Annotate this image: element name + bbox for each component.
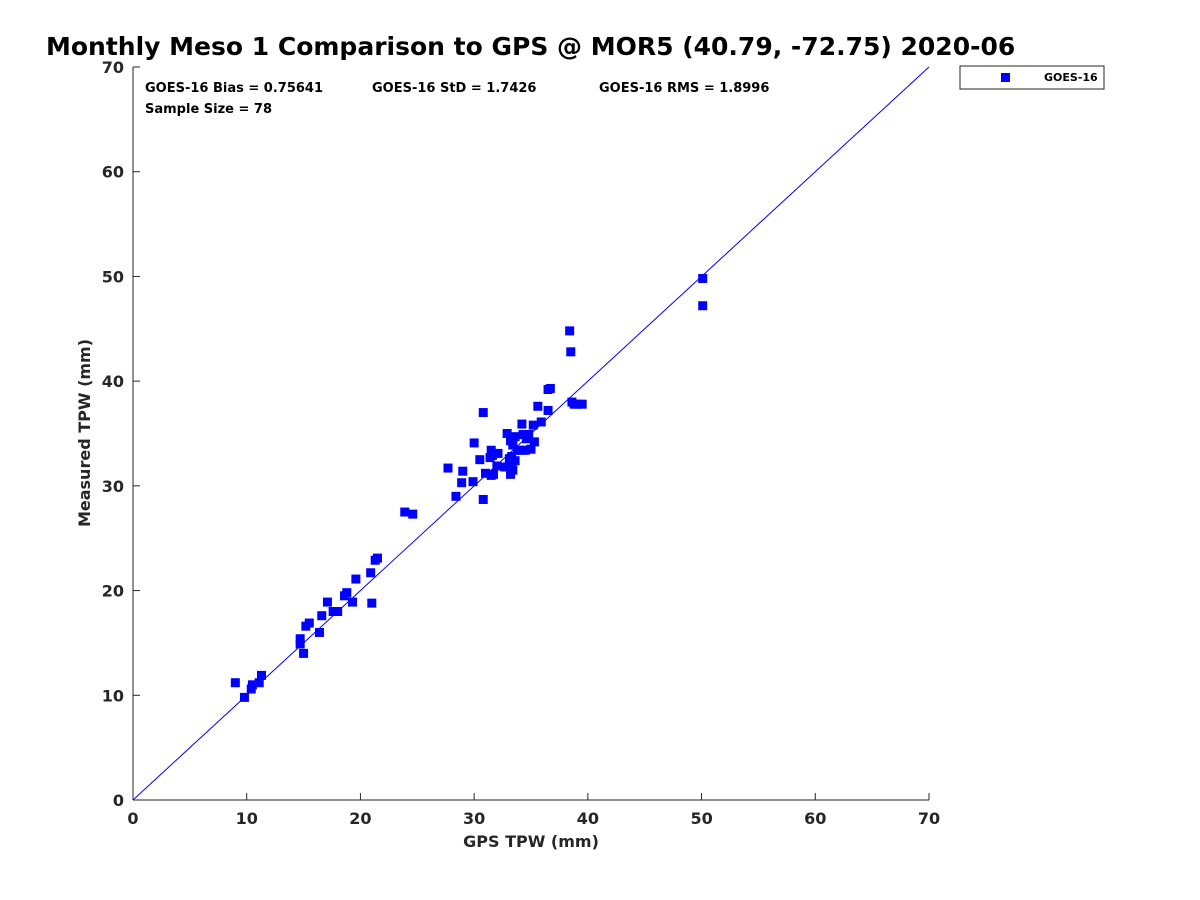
data-point [230, 678, 240, 688]
data-point [524, 430, 534, 440]
y-axis-label: Measured TPW (mm) [75, 339, 94, 527]
data-point [492, 461, 502, 471]
data-point [577, 399, 587, 409]
sample-size-annotation: Sample Size = 78 [145, 102, 272, 117]
data-point [508, 440, 518, 450]
std-annotation: GOES-16 StD = 1.7426 [372, 81, 536, 96]
data-point [487, 450, 497, 460]
x-tick-label: 70 [918, 809, 940, 828]
data-point [351, 574, 361, 584]
x-tick-label: 20 [349, 809, 371, 828]
legend: GOES-16 [959, 65, 1105, 90]
legend-marker-square [1001, 73, 1010, 82]
data-point [543, 405, 553, 415]
y-tick-label: 10 [102, 686, 124, 705]
y-tick-label: 50 [102, 267, 124, 286]
data-point [481, 468, 491, 478]
legend-box [959, 65, 1105, 90]
data-point [443, 463, 453, 473]
data-point [508, 465, 518, 475]
x-tick-label: 40 [577, 809, 599, 828]
data-point [366, 568, 376, 578]
data-point [304, 618, 314, 628]
data-point [517, 419, 527, 429]
data-point [533, 401, 543, 411]
x-tick-label: 0 [127, 809, 138, 828]
data-point [545, 383, 555, 393]
data-point [328, 607, 338, 617]
data-point [493, 448, 503, 458]
data-point [295, 639, 305, 649]
data-point [475, 455, 485, 465]
data-point [510, 432, 520, 442]
x-tick-label: 50 [690, 809, 712, 828]
data-point [457, 478, 467, 488]
data-point [322, 597, 332, 607]
data-point [502, 429, 512, 438]
data-point [698, 274, 708, 284]
data-point [526, 444, 536, 454]
x-tick-label: 10 [236, 809, 258, 828]
y-axis-ticks: 0 10 20 30 40 50 60 70 [102, 58, 140, 810]
data-point [314, 627, 324, 637]
data-point [451, 491, 461, 501]
x-tick-label: 30 [463, 809, 485, 828]
data-point [469, 438, 479, 448]
data-point [372, 553, 382, 563]
data-point [478, 408, 488, 418]
y-tick-label: 0 [113, 791, 124, 810]
x-axis-label: GPS TPW (mm) [463, 832, 599, 851]
data-point [239, 692, 249, 702]
data-point [458, 466, 468, 476]
data-point [500, 462, 510, 472]
y-tick-label: 70 [102, 58, 124, 77]
data-point [528, 420, 538, 430]
data-point [299, 648, 309, 658]
data-point [317, 611, 327, 621]
data-point [536, 417, 546, 427]
goes16-data-points [230, 274, 708, 702]
data-point [698, 301, 708, 311]
legend-entry-goes16: GOES-16 [1044, 71, 1098, 84]
data-point [573, 399, 583, 409]
data-point [486, 445, 496, 455]
data-point [333, 607, 343, 617]
data-point [256, 670, 266, 680]
y-tick-label: 30 [102, 477, 124, 496]
x-tick-label: 60 [804, 809, 826, 828]
data-point [295, 634, 305, 644]
x-axis-ticks: 0 10 20 30 40 50 60 70 [127, 793, 940, 828]
data-point [247, 680, 257, 690]
data-point [342, 588, 352, 598]
data-point [400, 507, 410, 517]
y-tick-label: 40 [102, 372, 124, 391]
bias-annotation: GOES-16 Bias = 0.75641 [145, 81, 323, 96]
chart-title: Monthly Meso 1 Comparison to GPS @ MOR5 … [46, 32, 1015, 61]
y-tick-label: 20 [102, 582, 124, 601]
y-tick-label: 60 [102, 163, 124, 182]
data-point [566, 347, 576, 357]
rms-annotation: GOES-16 RMS = 1.8996 [599, 81, 769, 96]
data-point [478, 494, 488, 504]
data-point [510, 456, 520, 466]
data-point [520, 445, 530, 455]
data-point [408, 509, 418, 519]
data-point [529, 437, 539, 447]
data-point [367, 598, 377, 608]
data-point [565, 326, 575, 336]
data-point [254, 678, 264, 688]
data-point [468, 477, 478, 487]
data-point [347, 597, 357, 607]
data-point [512, 445, 522, 455]
data-point [488, 469, 498, 479]
